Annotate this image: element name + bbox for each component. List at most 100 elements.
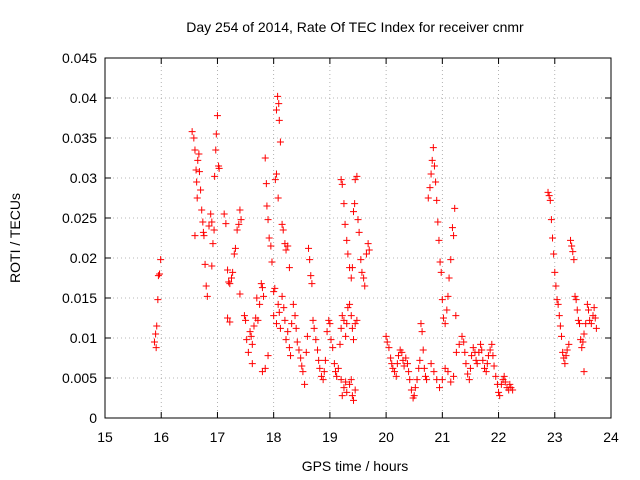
data-point	[583, 300, 591, 308]
x-axis-label: GPS time / hours	[302, 458, 409, 474]
data-point	[341, 220, 349, 228]
data-point	[344, 250, 352, 258]
data-point	[275, 116, 283, 124]
data-point	[361, 282, 369, 290]
data-point	[224, 314, 232, 322]
data-point	[357, 256, 365, 264]
data-point	[156, 270, 164, 278]
data-point	[547, 216, 555, 224]
data-point	[282, 246, 290, 254]
data-point	[483, 360, 491, 368]
data-point	[432, 178, 440, 186]
data-point	[574, 316, 582, 324]
data-point	[271, 176, 279, 184]
data-point	[393, 360, 401, 368]
y-tick-label: 0.035	[62, 130, 97, 146]
data-point	[243, 336, 251, 344]
data-point	[348, 392, 356, 400]
data-point	[270, 288, 278, 296]
data-point	[405, 368, 413, 376]
data-point	[340, 384, 348, 392]
data-point	[257, 280, 265, 288]
data-point	[224, 266, 232, 274]
data-point	[417, 320, 425, 328]
y-tick-label: 0.02	[70, 250, 97, 266]
data-point	[274, 194, 282, 202]
data-point	[281, 316, 289, 324]
data-point	[199, 228, 207, 236]
data-point	[274, 300, 282, 308]
data-point	[292, 324, 300, 332]
data-point	[220, 210, 228, 218]
data-point	[559, 348, 567, 356]
data-point	[284, 242, 292, 250]
data-point	[337, 324, 345, 332]
data-point	[590, 304, 598, 312]
y-tick-label: 0.03	[70, 170, 97, 186]
y-tick-label: 0	[89, 410, 97, 426]
data-point	[308, 280, 316, 288]
data-point	[350, 336, 358, 344]
data-point	[152, 330, 160, 338]
data-point	[427, 360, 435, 368]
data-point	[552, 282, 560, 290]
data-point	[310, 324, 318, 332]
data-point	[488, 340, 496, 348]
data-point	[260, 292, 268, 300]
data-point	[579, 338, 587, 346]
data-point	[326, 320, 334, 328]
data-point	[429, 144, 437, 152]
x-tick-label: 21	[435, 429, 451, 445]
data-point	[464, 370, 472, 378]
data-point	[287, 352, 295, 360]
data-point	[490, 362, 498, 370]
data-point	[213, 112, 221, 120]
data-point	[309, 316, 317, 324]
data-point	[398, 348, 406, 356]
data-point	[473, 360, 481, 368]
data-point	[551, 268, 559, 276]
data-point	[348, 324, 356, 332]
data-point	[276, 324, 284, 332]
data-point	[262, 180, 270, 188]
grid	[105, 58, 611, 418]
data-point	[443, 306, 451, 314]
data-point	[427, 170, 435, 178]
data-point	[272, 320, 280, 328]
y-tick-label: 0.025	[62, 210, 97, 226]
data-point	[278, 220, 286, 228]
data-point	[403, 360, 411, 368]
data-point	[338, 312, 346, 320]
data-point	[312, 336, 320, 344]
data-point	[385, 344, 393, 352]
data-point	[360, 274, 368, 282]
data-point	[188, 128, 196, 136]
data-point	[497, 380, 505, 388]
data-point	[585, 306, 593, 314]
data-point	[424, 194, 432, 202]
data-point	[346, 300, 354, 308]
data-point	[293, 338, 301, 346]
data-point	[195, 168, 203, 176]
data-point	[342, 332, 350, 340]
y-tick-label: 0.01	[70, 330, 97, 346]
data-point	[545, 192, 553, 200]
data-point	[330, 360, 338, 368]
data-point	[248, 340, 256, 348]
data-point	[264, 216, 272, 224]
data-point	[303, 332, 311, 340]
data-point	[351, 176, 359, 184]
data-point	[353, 316, 361, 324]
data-point	[325, 316, 333, 324]
data-point	[203, 292, 211, 300]
data-point	[389, 364, 397, 372]
data-point	[236, 206, 244, 214]
data-point	[416, 356, 424, 364]
data-point	[291, 312, 299, 320]
data-point	[154, 296, 162, 304]
data-point	[509, 386, 517, 394]
data-point	[337, 176, 345, 184]
data-point	[268, 258, 276, 266]
data-point	[407, 386, 415, 394]
data-point	[190, 134, 198, 142]
